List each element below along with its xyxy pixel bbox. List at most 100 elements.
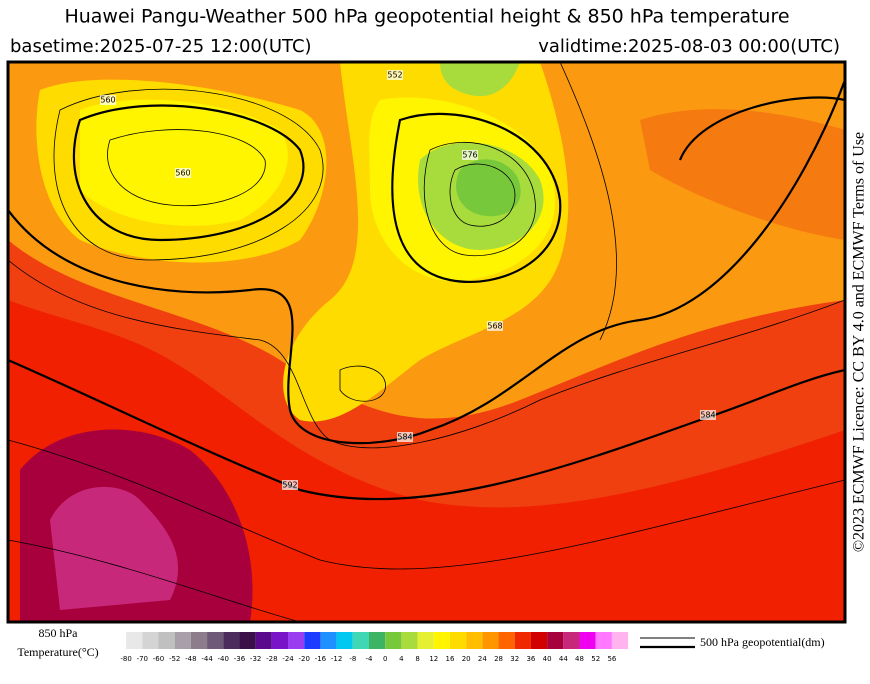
colorbar-tick-label: 28 [494,655,503,663]
colorbar-tick-label: 0 [383,655,387,663]
contour-line [8,358,845,501]
colorbar-tick-label: -32 [250,655,261,663]
contour-label-bg [175,168,191,178]
contour-label: 560 [175,169,190,178]
colorbar-tick-label: -12 [331,655,342,663]
colorbar-swatch [595,632,612,649]
contour-label-bg [100,95,116,105]
cold-region-north [440,62,520,97]
colorbar-swatch [482,632,499,649]
colorbar-tick-label: -20 [299,655,310,663]
colorbar-tick-label: -8 [349,655,356,663]
colorbar-tick-label: -44 [201,655,213,663]
map-frame [6,60,847,624]
colorbar-swatch [142,632,159,649]
colorbar-tick-label: -70 [137,655,148,663]
contour-line [72,104,305,242]
colorbar-tick-label: 12 [429,655,438,663]
contour-label-bg [282,480,298,490]
colorbar-tick-label: -36 [234,655,246,663]
colorbar-swatch [433,632,450,649]
legend-title: 850 hPa [39,626,79,640]
colorbar-swatch [304,632,321,649]
colorbar-tick-label: -40 [218,655,229,663]
colorbar-swatch [336,632,353,649]
colorbar-tick-label: 4 [399,655,404,663]
colorbar-tick-label: 24 [478,655,487,663]
legend-line-label: 500 hPa geopotential(dm) [700,635,825,649]
contour-label: 552 [387,71,402,80]
colorbar-swatch [563,632,580,649]
contour-label: 584 [397,433,412,442]
colorbar-tick-label: -4 [366,655,374,663]
basetime: basetime:2025-07-25 12:00(UTC) [10,36,312,57]
map: 560 568 576 584 592 552 584 560 [8,62,845,622]
contour-label: 568 [487,322,502,331]
colorbar-swatch [126,632,143,649]
colorbar-swatch [320,632,337,649]
contour-line [678,96,845,161]
colorbar-tick-label: -52 [169,655,180,663]
colorbar-swatch [579,632,596,649]
colorbar-swatch [369,632,386,649]
colorbar-swatch [190,632,208,649]
legend-title: Temperature(°C) [17,645,98,659]
colorbar-tick-label: 44 [559,655,568,663]
contour-label-bg [387,70,403,80]
colorbar-tick-label: 52 [591,655,600,663]
colorbar-swatch [417,632,434,649]
validtime: validtime:2025-08-03 00:00(UTC) [538,36,840,57]
contour-label: 576 [462,151,477,160]
colorbar-tick-label: 16 [446,655,455,663]
contour-line [8,79,845,445]
contour-line [8,439,845,570]
colorbar-tick-label: -24 [282,655,294,663]
colorbar-tick-label: 40 [543,655,552,663]
title: Huawei Pangu-Weather 500 hPa geopotentia… [64,6,789,28]
colorbar-swatch [611,632,629,649]
colorbar-tick-label: -80 [120,655,131,663]
contour-line [8,259,845,449]
colorbar-tick-label: 8 [415,655,419,663]
contour-line [391,112,562,283]
colorbar-tick-label: -16 [315,655,327,663]
colorbar-swatch [223,632,240,649]
contour-label: 592 [282,481,297,490]
colorbar-swatch [352,632,369,649]
colorbar-swatch [385,632,402,649]
colorbar-swatch [401,632,418,649]
colorbar-swatch [174,632,191,649]
colorbar-swatch [158,632,175,649]
colorbar-swatch [547,632,564,649]
colorbar-tick-label: 32 [510,655,519,663]
colorbar-swatch [514,632,531,649]
contour-line [8,539,301,622]
contour-label-bg [397,432,413,442]
colorbar-tick-label: -60 [153,655,164,663]
colorbar: -80 -70 -60 -52 -48 -44 -40 -36 -32 -28 -24 -20 -16-… [120,632,629,663]
colorbar-swatch [449,632,467,649]
colorbar-swatch [288,632,305,649]
colorbar-tick-label: -28 [266,655,277,663]
colorbar-swatch [207,632,224,649]
contour-label: 584 [700,411,715,420]
contour-line [449,163,516,227]
colorbar-tick-label: 48 [575,655,584,663]
contour-label-bg [700,410,716,420]
hottest-region [50,486,179,610]
colorbar-swatch [498,632,515,649]
contour-label-bg [487,321,503,331]
colorbar-swatch [239,632,256,649]
contour-label: 560 [100,96,115,105]
colorbar-tick-label: -48 [185,655,196,663]
colorbar-swatch [530,632,548,649]
credit: ©2023 ECMWF Licence: CC BY 4.0 and ECMWF… [851,132,868,552]
colorbar-tick-label: 56 [607,655,616,663]
colorbar-swatch [271,632,289,649]
contour-line [53,88,324,261]
colorbar-tick-label: 20 [462,655,471,663]
colorbar-swatch [255,632,272,649]
contour-line [107,129,266,207]
contour-label-bg [462,150,478,160]
